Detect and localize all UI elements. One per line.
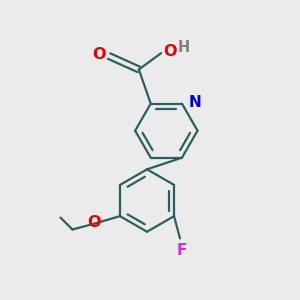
Text: F: F bbox=[176, 243, 187, 258]
Text: O: O bbox=[92, 47, 106, 62]
Text: H: H bbox=[178, 40, 190, 55]
Text: N: N bbox=[188, 95, 201, 110]
Text: O: O bbox=[164, 44, 177, 59]
Text: O: O bbox=[87, 215, 101, 230]
